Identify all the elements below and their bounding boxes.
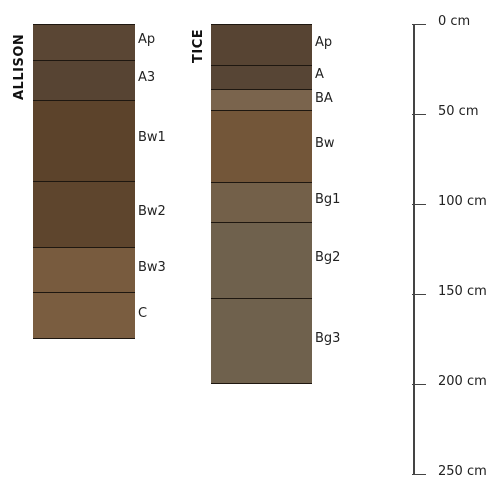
depth-scale-axis bbox=[413, 24, 415, 474]
depth-scale-label: 150 cm bbox=[438, 284, 487, 299]
depth-scale-label: 200 cm bbox=[438, 374, 487, 389]
horizon-label: Ap bbox=[138, 32, 156, 47]
depth-scale-label: 100 cm bbox=[438, 194, 487, 209]
horizon-label: Bg2 bbox=[315, 249, 341, 265]
horizon-layer-ap bbox=[33, 24, 135, 60]
horizon-label: BA bbox=[315, 90, 333, 106]
horizon-layer-bw1 bbox=[33, 99, 135, 181]
horizon-label: Ap bbox=[315, 34, 333, 50]
horizon-layer-bw bbox=[211, 110, 312, 183]
depth-scale-tick bbox=[412, 113, 426, 115]
horizon-label: A3 bbox=[138, 69, 156, 85]
horizon-label: Bg3 bbox=[315, 330, 341, 346]
horizon-layer-bg2 bbox=[211, 222, 312, 298]
horizon-layer-a bbox=[211, 65, 312, 89]
profile-name-allison: ALLISON bbox=[12, 33, 27, 100]
profile-name-tice: TICE bbox=[191, 28, 206, 63]
depth-scale-tick bbox=[412, 203, 426, 205]
depth-scale-tick bbox=[412, 383, 426, 385]
horizon-label: C bbox=[138, 305, 148, 321]
horizon-layer-bg1 bbox=[211, 182, 312, 222]
horizon-layer-bg3 bbox=[211, 297, 312, 384]
horizon-label: A bbox=[315, 67, 324, 83]
horizon-layer-ap bbox=[211, 24, 312, 66]
horizon-label: Bw2 bbox=[138, 203, 166, 219]
horizon-layer-bw2 bbox=[33, 180, 135, 248]
horizon-label: Bw1 bbox=[138, 130, 166, 146]
depth-scale-tick bbox=[412, 23, 426, 25]
horizon-layer-bw3 bbox=[33, 247, 135, 293]
depth-scale-tick bbox=[412, 473, 426, 475]
horizon-layer-c bbox=[33, 292, 135, 339]
depth-scale-label: 250 cm bbox=[438, 464, 487, 479]
horizon-label: Bw bbox=[315, 136, 335, 152]
horizon-layer-ba bbox=[211, 88, 312, 111]
horizon-label: Bg1 bbox=[315, 192, 341, 208]
depth-scale-tick bbox=[412, 293, 426, 295]
horizon-label: Bw3 bbox=[138, 259, 166, 275]
depth-scale-label: 0 cm bbox=[438, 14, 471, 29]
horizon-layer-a3 bbox=[33, 60, 135, 100]
depth-scale-label: 50 cm bbox=[438, 104, 479, 119]
